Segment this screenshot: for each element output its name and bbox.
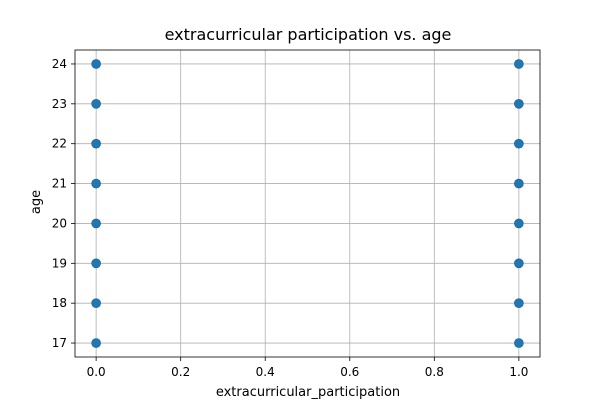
x-tick-label: 0.4 [256, 365, 275, 379]
y-axis-label: age [29, 190, 44, 214]
scatter-point [514, 59, 524, 69]
x-tick-label: 0.2 [171, 365, 190, 379]
x-axis-ticks: 0.0 0.2 0.4 0.6 0.8 1.0 [87, 357, 528, 379]
scatter-point [91, 258, 101, 269]
y-tick-label: 22 [52, 137, 67, 151]
plot-frame [74, 49, 541, 358]
scatter-point [514, 218, 524, 229]
data-points [91, 59, 524, 348]
scatter-point [514, 178, 524, 189]
grid [75, 50, 540, 357]
scatter-point [514, 298, 524, 308]
scatter-point [91, 218, 101, 229]
x-tick-label: 0.6 [340, 365, 359, 379]
y-tick-label: 23 [52, 97, 67, 111]
y-tick-label: 18 [52, 296, 67, 310]
y-tick-label: 20 [52, 216, 67, 230]
x-tick-label: 1.0 [509, 365, 528, 379]
chart-title: extracurricular participation vs. age [165, 25, 452, 44]
y-tick-label: 19 [52, 256, 67, 270]
y-axis-ticks: 17 18 19 20 21 22 23 24 [52, 57, 75, 350]
x-tick-label: 0.8 [425, 365, 444, 379]
x-axis-label: extracurricular_participation [216, 385, 400, 400]
scatter-point [514, 138, 524, 149]
scatter-point [514, 338, 524, 348]
scatter-point [91, 138, 101, 149]
y-tick-label: 21 [52, 177, 67, 191]
x-tick-label: 0.0 [87, 365, 106, 379]
y-tick-label: 17 [52, 336, 67, 350]
scatter-point [514, 258, 524, 269]
scatter-point [514, 99, 524, 109]
scatter-point [91, 338, 101, 348]
scatter-point [91, 298, 101, 308]
scatter-point [91, 178, 101, 189]
scatter-point [91, 59, 101, 69]
scatter-point [91, 99, 101, 109]
y-tick-label: 24 [52, 57, 67, 71]
